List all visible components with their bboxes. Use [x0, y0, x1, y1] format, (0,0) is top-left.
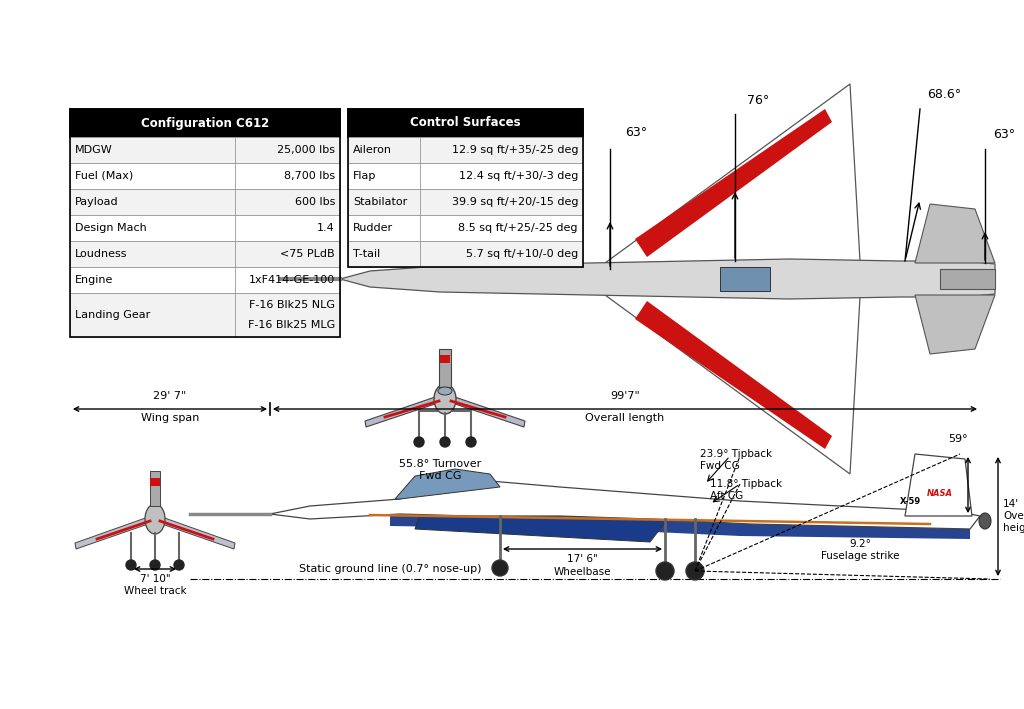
Text: F-16 Blk25 NLG: F-16 Blk25 NLG — [249, 301, 335, 311]
FancyBboxPatch shape — [70, 241, 340, 267]
Circle shape — [656, 562, 674, 580]
Text: 600 lbs: 600 lbs — [295, 197, 335, 207]
Text: T-tail: T-tail — [353, 249, 380, 259]
Text: 14'
Overall
height: 14' Overall height — [1002, 499, 1024, 532]
Polygon shape — [270, 481, 980, 529]
FancyBboxPatch shape — [150, 478, 160, 486]
Text: 55.8° Turnover
Fwd CG: 55.8° Turnover Fwd CG — [399, 459, 481, 481]
Text: Flap: Flap — [353, 171, 377, 181]
Text: Fuel (Max): Fuel (Max) — [75, 171, 133, 181]
Text: 63°: 63° — [625, 126, 647, 139]
Text: 63°: 63° — [993, 128, 1015, 141]
Text: 7' 10": 7' 10" — [139, 574, 170, 584]
Circle shape — [440, 437, 450, 447]
Circle shape — [150, 560, 160, 570]
Text: Rudder: Rudder — [353, 223, 393, 233]
Text: 59°: 59° — [948, 434, 968, 444]
Polygon shape — [635, 109, 831, 257]
FancyBboxPatch shape — [348, 163, 583, 189]
Polygon shape — [390, 514, 970, 539]
Ellipse shape — [979, 513, 991, 529]
Polygon shape — [75, 516, 151, 549]
Text: Aileron: Aileron — [353, 145, 392, 155]
Polygon shape — [415, 514, 670, 542]
Text: 11.8° Tipback
Aft CG: 11.8° Tipback Aft CG — [710, 479, 782, 501]
Text: 8,700 lbs: 8,700 lbs — [284, 171, 335, 181]
Polygon shape — [605, 84, 860, 263]
Text: 25,000 lbs: 25,000 lbs — [278, 145, 335, 155]
Circle shape — [492, 560, 508, 576]
Text: Engine: Engine — [75, 275, 114, 285]
Polygon shape — [365, 395, 441, 427]
Text: 8.5 sq ft/+25/-25 deg: 8.5 sq ft/+25/-25 deg — [459, 223, 578, 233]
Polygon shape — [605, 295, 860, 474]
Polygon shape — [449, 395, 525, 427]
Polygon shape — [395, 469, 500, 499]
Polygon shape — [905, 454, 972, 516]
Text: Design Mach: Design Mach — [75, 223, 146, 233]
FancyBboxPatch shape — [348, 241, 583, 267]
Text: Static ground line (0.7° nose-up): Static ground line (0.7° nose-up) — [299, 564, 481, 574]
FancyBboxPatch shape — [348, 109, 583, 137]
FancyBboxPatch shape — [70, 137, 340, 163]
Circle shape — [126, 560, 136, 570]
Text: Overall length: Overall length — [586, 413, 665, 423]
Circle shape — [414, 437, 424, 447]
Text: 68.6°: 68.6° — [927, 88, 962, 101]
Ellipse shape — [145, 504, 165, 534]
Text: 23.9° Tipback
Fwd CG: 23.9° Tipback Fwd CG — [700, 449, 772, 471]
Text: 99'7": 99'7" — [610, 391, 640, 401]
FancyBboxPatch shape — [70, 109, 340, 137]
Text: 39.9 sq ft/+20/-15 deg: 39.9 sq ft/+20/-15 deg — [452, 197, 578, 207]
FancyBboxPatch shape — [70, 215, 340, 241]
Text: Configuration C612: Configuration C612 — [141, 116, 269, 130]
FancyBboxPatch shape — [348, 137, 583, 163]
FancyBboxPatch shape — [70, 189, 340, 215]
Polygon shape — [915, 295, 995, 354]
Text: Wheelbase: Wheelbase — [554, 567, 611, 577]
Text: X-59: X-59 — [899, 498, 921, 506]
Polygon shape — [635, 301, 831, 449]
Circle shape — [466, 437, 476, 447]
Text: Loudness: Loudness — [75, 249, 128, 259]
FancyBboxPatch shape — [70, 293, 340, 337]
Text: 9.2°
Fuselage strike: 9.2° Fuselage strike — [821, 539, 899, 561]
Ellipse shape — [438, 387, 452, 395]
Polygon shape — [340, 259, 995, 299]
Text: 76°: 76° — [746, 94, 769, 107]
Text: Stabilator: Stabilator — [353, 197, 408, 207]
FancyBboxPatch shape — [940, 269, 995, 289]
Text: 12.9 sq ft/+35/-25 deg: 12.9 sq ft/+35/-25 deg — [452, 145, 578, 155]
Text: F-16 Blk25 MLG: F-16 Blk25 MLG — [248, 320, 335, 330]
FancyBboxPatch shape — [720, 267, 770, 291]
Text: Payload: Payload — [75, 197, 119, 207]
Text: Wheel track: Wheel track — [124, 586, 186, 596]
Polygon shape — [915, 204, 995, 263]
FancyBboxPatch shape — [150, 471, 160, 506]
FancyBboxPatch shape — [439, 349, 451, 387]
FancyBboxPatch shape — [70, 163, 340, 189]
FancyBboxPatch shape — [70, 267, 340, 293]
FancyBboxPatch shape — [348, 189, 583, 215]
FancyBboxPatch shape — [348, 215, 583, 241]
Text: 12.4 sq ft/+30/-3 deg: 12.4 sq ft/+30/-3 deg — [459, 171, 578, 181]
Text: 1xF414-GE-100: 1xF414-GE-100 — [249, 275, 335, 285]
Text: 5.7 sq ft/+10/-0 deg: 5.7 sq ft/+10/-0 deg — [466, 249, 578, 259]
Polygon shape — [159, 516, 234, 549]
Circle shape — [686, 562, 705, 580]
Text: Control Surfaces: Control Surfaces — [411, 116, 521, 130]
Text: Wing span: Wing span — [141, 413, 200, 423]
Ellipse shape — [434, 384, 456, 414]
FancyBboxPatch shape — [440, 355, 450, 363]
Circle shape — [174, 560, 184, 570]
Text: <75 PLdB: <75 PLdB — [281, 249, 335, 259]
Text: MDGW: MDGW — [75, 145, 113, 155]
Text: 29' 7": 29' 7" — [154, 391, 186, 401]
Text: 1.4: 1.4 — [317, 223, 335, 233]
Text: NASA: NASA — [927, 489, 953, 498]
Text: Landing Gear: Landing Gear — [75, 310, 151, 320]
Text: 17' 6": 17' 6" — [567, 554, 598, 564]
